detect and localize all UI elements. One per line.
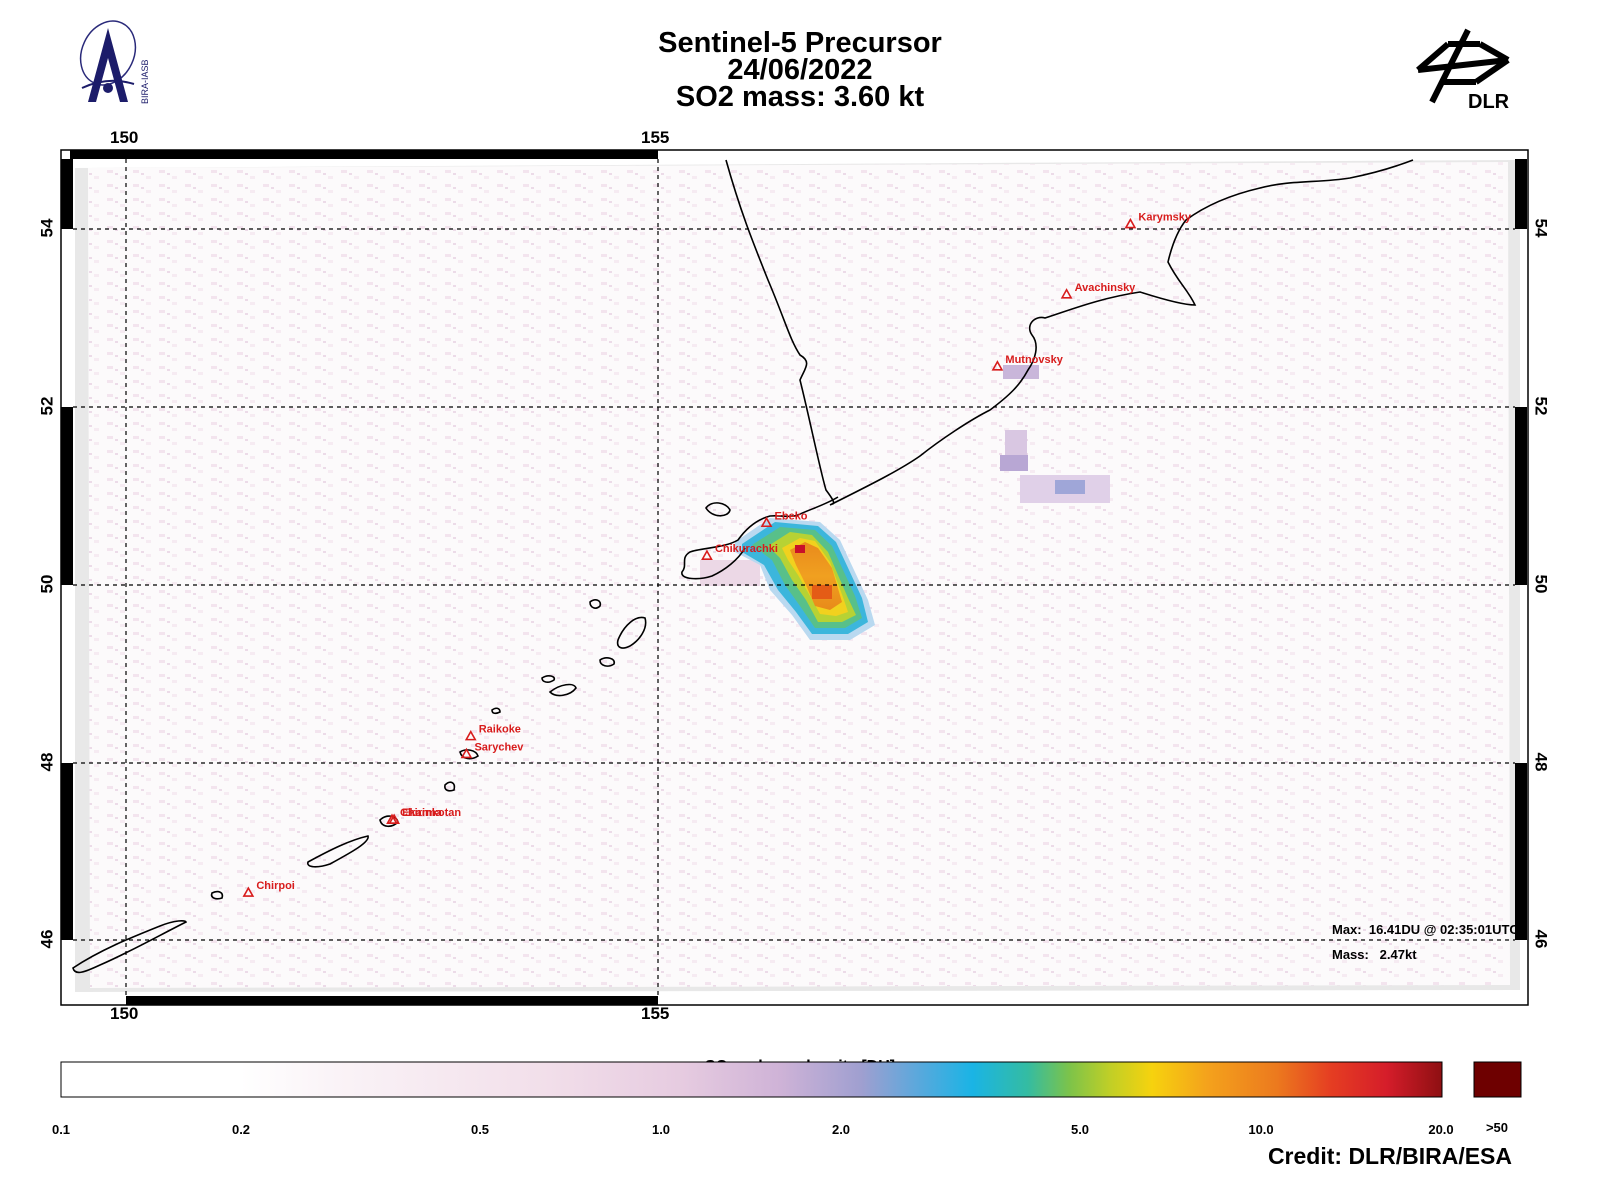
colorbar-over-label: >50	[1485, 1120, 1509, 1135]
bira-iasb-logo: BIRA-IASB	[79, 20, 150, 104]
colorbar	[60, 1061, 1522, 1098]
volcano-markers: Karymsky Avachinsky Mutnovsky Ebeko Chikurac…	[242, 212, 1192, 897]
colorbar-tick-5.0: 5.0	[1070, 1122, 1090, 1137]
volcano-label-sarychev: Sarychev	[474, 741, 524, 753]
frame-left-bar	[61, 159, 73, 229]
colorbar-tick-20.0: 20.0	[1428, 1122, 1454, 1137]
colorbar-tick-0.5: 0.5	[470, 1122, 490, 1137]
bira-iasb-logo-text: BIRA-IASB	[140, 59, 150, 104]
graticule	[73, 159, 1515, 996]
volcano-marker-ekarma	[388, 813, 400, 824]
colorbar-tick-2.0: 2.0	[831, 1122, 851, 1137]
dlr-logo: DLR	[1416, 28, 1510, 113]
info-mass-value: Mass: 2.47kt	[1332, 947, 1417, 962]
lon-label-top-155: 155	[641, 128, 670, 147]
volcano-marker-sarychev	[460, 747, 473, 759]
dlr-logo-text: DLR	[1468, 91, 1510, 113]
frame-left-bar-2	[61, 407, 73, 585]
volcano-marker-avachinsky	[1060, 288, 1073, 299]
info-max-value: Max: 16.41DU @ 02:35:01UTC	[1332, 922, 1519, 937]
volcano-label-ebeko: Ebeko	[775, 510, 808, 522]
volcano-label-mutnovsky: Mutnovsky	[1005, 354, 1063, 366]
lon-label-bottom-150: 150	[110, 1004, 139, 1023]
colorbar-tick-0.1: 0.1	[51, 1122, 71, 1137]
volcano-label-karymsky: Karymsky	[1138, 212, 1191, 224]
frame-right-bar	[1515, 159, 1527, 229]
volcano-label-raikoke: Raikoke	[479, 724, 521, 736]
frame-top-bar-right	[658, 150, 1518, 159]
lon-label-bottom-155: 155	[641, 1004, 670, 1023]
volcano-label-ekarma: Ekarma	[402, 807, 443, 819]
frame-left-bar-3	[61, 763, 73, 940]
colorbar-tick-0.2: 0.2	[231, 1122, 251, 1137]
volcano-marker-raikoke	[464, 729, 477, 741]
volcano-label-chirinkotan: Chirinkotan	[400, 807, 461, 819]
title-date: 24/06/2022	[727, 54, 873, 86]
volcano-marker-mutnovsky	[991, 360, 1004, 371]
title-so2-mass: SO2 mass: 3.60 kt	[675, 81, 925, 113]
volcano-label-avachinsky: Avachinsky	[1075, 282, 1137, 294]
volcano-marker-chirpoi	[242, 886, 255, 897]
colorbar-tick-10.0: 10.0	[1248, 1122, 1274, 1137]
credit: Credit: DLR/BIRA/ESA	[1267, 1143, 1512, 1169]
main-so2-plume	[735, 518, 875, 640]
frame-top-bar-left	[70, 150, 658, 159]
colorbar-tick-1.0: 1.0	[651, 1122, 671, 1137]
volcano-marker-ebeko	[760, 516, 773, 528]
map-frame	[60, 149, 1529, 1006]
lon-label-top-150: 150	[110, 128, 139, 147]
volcano-marker-karymsky	[1124, 217, 1137, 229]
frame-bottom-bar-left	[126, 996, 658, 1005]
faint-so2-plume	[700, 365, 1110, 586]
volcano-label-chikurachki: Chikurachki	[715, 543, 778, 555]
title-line-1: Sentinel-5 Precursor	[658, 27, 942, 59]
volcano-marker-chikurachki	[701, 549, 713, 560]
volcano-label-chirpoi: Chirpoi	[256, 880, 295, 892]
colorbar-over-box	[1473, 1061, 1522, 1098]
frame-right-bar-2	[1515, 407, 1527, 585]
frame-right-bar-3	[1515, 763, 1527, 940]
